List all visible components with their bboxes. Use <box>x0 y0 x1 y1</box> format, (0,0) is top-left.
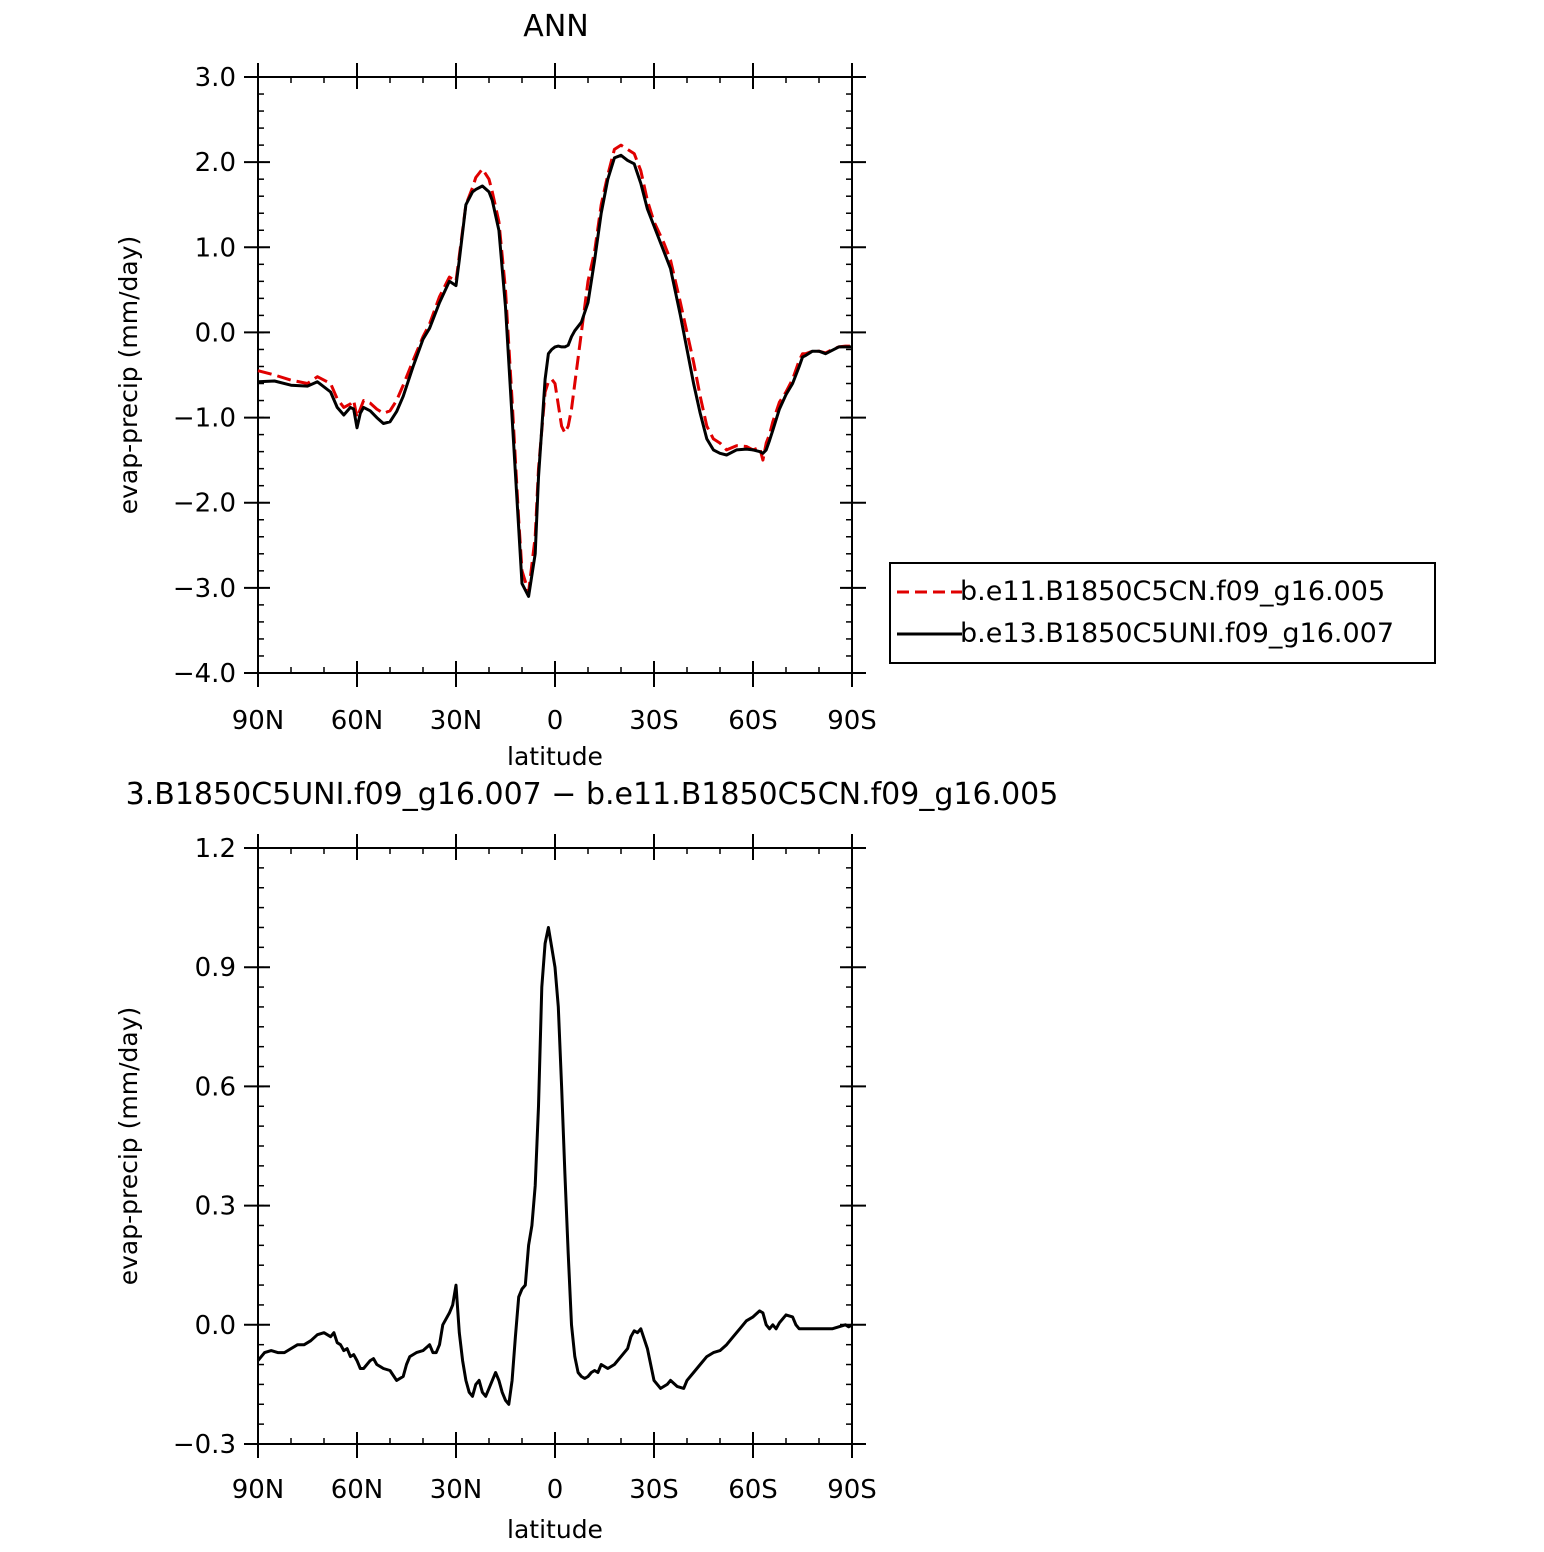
y-tick-label: 0.3 <box>195 1192 236 1222</box>
legend-entry-test: b.e13.B1850C5UNI.f09_g16.007 <box>960 618 1394 649</box>
y-tick-label: 0.0 <box>195 318 236 348</box>
top-x-axis-label: latitude <box>507 742 603 771</box>
legend: b.e11.B1850C5CN.f09_g16.005 b.e13.B1850C… <box>889 562 1436 664</box>
bottom-y-axis-label: evap-precip (mm/day) <box>114 1007 143 1286</box>
top-y-axis-label: evap-precip (mm/day) <box>114 236 143 515</box>
x-tick-label: 30S <box>629 1475 679 1505</box>
series-line-test <box>256 926 853 1406</box>
x-tick-label: 60S <box>728 706 778 736</box>
series-line-test <box>257 153 852 598</box>
x-tick-label: 90S <box>827 1475 877 1505</box>
x-tick-label: 60N <box>331 1475 384 1505</box>
plot-frame <box>257 76 853 674</box>
y-tick-label: −0.3 <box>173 1430 236 1460</box>
legend-entry-control: b.e11.B1850C5CN.f09_g16.005 <box>960 576 1385 607</box>
bottom-chart: 3.B1850C5UNI.f09_g16.007 − b.e11.B1850C5… <box>114 777 1058 1544</box>
top-chart-title: ANN <box>523 9 588 44</box>
bottom-x-axis-label: latitude <box>507 1515 603 1544</box>
x-tick-label: 90N <box>232 1475 285 1505</box>
y-tick-label: −2.0 <box>173 489 236 519</box>
plot-frame <box>257 847 853 1445</box>
y-tick-label: −3.0 <box>173 574 236 604</box>
series-line-control <box>257 143 852 594</box>
x-tick-label: 30S <box>629 706 679 736</box>
y-tick-label: 0.6 <box>195 1072 236 1102</box>
y-tick-label: −4.0 <box>173 659 236 689</box>
y-tick-label: 0.0 <box>195 1311 236 1341</box>
x-tick-label: 90S <box>827 706 877 736</box>
x-tick-label: 60S <box>728 1475 778 1505</box>
x-tick-label: 30N <box>430 1475 483 1505</box>
y-tick-label: 2.0 <box>195 148 236 178</box>
x-tick-label: 60N <box>331 706 384 736</box>
bottom-chart-title: 3.B1850C5UNI.f09_g16.007 − b.e11.B1850C5… <box>126 777 1059 812</box>
y-tick-label: −1.0 <box>173 404 236 434</box>
legend-box <box>889 562 1436 664</box>
y-tick-label: 0.9 <box>195 953 236 983</box>
x-tick-label: 0 <box>547 1475 564 1505</box>
y-tick-label: 3.0 <box>195 63 236 93</box>
x-tick-label: 90N <box>232 706 285 736</box>
y-tick-label: 1.2 <box>195 834 236 864</box>
x-tick-label: 30N <box>430 706 483 736</box>
x-tick-label: 0 <box>547 706 564 736</box>
y-tick-label: 1.0 <box>195 233 236 263</box>
top-chart: ANN evap-precip (mm/day) latitude 3.0 2.0… <box>114 9 877 771</box>
